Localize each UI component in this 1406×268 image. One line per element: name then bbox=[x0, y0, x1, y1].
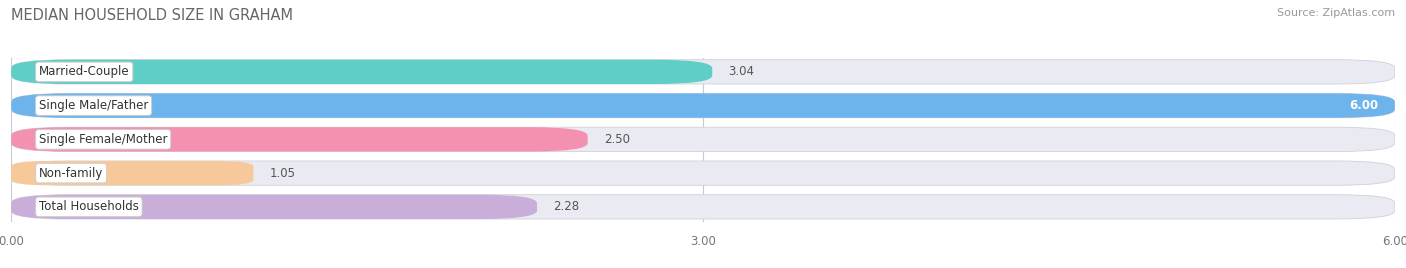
Text: 1.05: 1.05 bbox=[270, 167, 295, 180]
Text: 3.04: 3.04 bbox=[728, 65, 755, 78]
Text: Non-family: Non-family bbox=[39, 167, 103, 180]
Text: Married-Couple: Married-Couple bbox=[39, 65, 129, 78]
FancyBboxPatch shape bbox=[11, 127, 588, 151]
FancyBboxPatch shape bbox=[11, 94, 1395, 118]
Text: 2.28: 2.28 bbox=[553, 200, 579, 213]
FancyBboxPatch shape bbox=[11, 195, 537, 219]
Text: Total Households: Total Households bbox=[39, 200, 139, 213]
Text: Source: ZipAtlas.com: Source: ZipAtlas.com bbox=[1277, 8, 1395, 18]
FancyBboxPatch shape bbox=[11, 161, 253, 185]
Text: MEDIAN HOUSEHOLD SIZE IN GRAHAM: MEDIAN HOUSEHOLD SIZE IN GRAHAM bbox=[11, 8, 294, 23]
FancyBboxPatch shape bbox=[11, 195, 1395, 219]
Text: 2.50: 2.50 bbox=[603, 133, 630, 146]
FancyBboxPatch shape bbox=[11, 60, 713, 84]
FancyBboxPatch shape bbox=[11, 161, 1395, 185]
Text: Single Male/Father: Single Male/Father bbox=[39, 99, 148, 112]
FancyBboxPatch shape bbox=[11, 127, 1395, 151]
Text: 6.00: 6.00 bbox=[1350, 99, 1379, 112]
FancyBboxPatch shape bbox=[11, 94, 1395, 118]
Text: Single Female/Mother: Single Female/Mother bbox=[39, 133, 167, 146]
FancyBboxPatch shape bbox=[11, 60, 1395, 84]
